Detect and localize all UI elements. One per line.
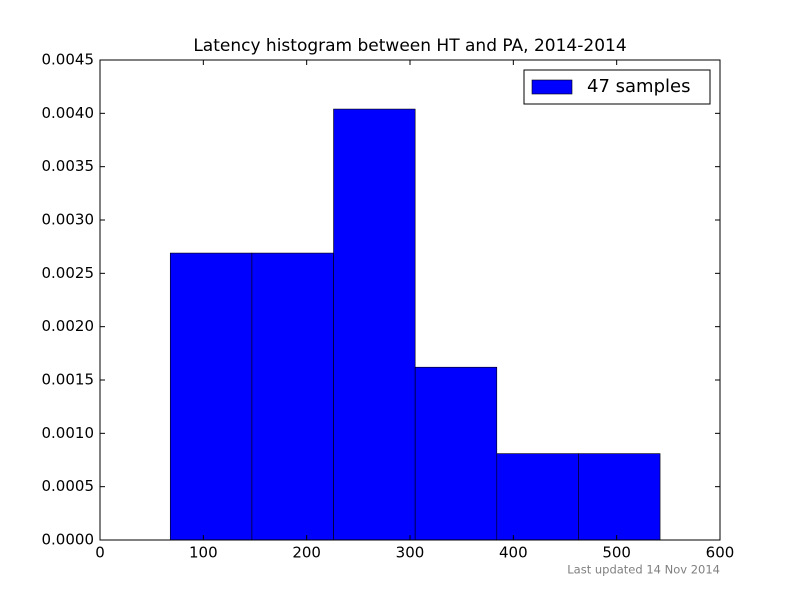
histogram-bar [251, 252, 334, 541]
x-tick-label: 0 [95, 544, 105, 562]
histogram-bar [333, 108, 416, 541]
chart-title: Latency histogram between HT and PA, 201… [193, 36, 626, 56]
legend-label: 47 samples [587, 76, 690, 97]
footer-note: Last updated 14 Nov 2014 [567, 563, 720, 577]
y-tick-label: 0.0040 [42, 104, 95, 122]
x-tick-label: 500 [602, 544, 631, 562]
y-tick-label: 0.0045 [42, 51, 95, 69]
y-tick-label: 0.0020 [42, 317, 95, 335]
histogram-bar [578, 453, 661, 541]
x-tick-label: 300 [396, 544, 425, 562]
histogram-bar [414, 366, 498, 541]
y-tick-label: 0.0005 [42, 477, 95, 495]
y-tick-label: 0.0010 [42, 424, 95, 442]
legend-box [523, 69, 711, 105]
x-tick-label: 400 [499, 544, 528, 562]
y-tick-label: 0.0015 [42, 371, 95, 389]
legend-swatch [531, 79, 573, 95]
histogram-bar [169, 252, 253, 541]
y-tick-label: 0.0000 [42, 531, 95, 549]
y-tick-label: 0.0025 [42, 264, 95, 282]
x-tick-label: 600 [706, 544, 735, 562]
y-tick-label: 0.0035 [42, 157, 95, 175]
x-tick-label: 200 [292, 544, 321, 562]
histogram-bar [496, 453, 579, 541]
x-tick-label: 100 [189, 544, 218, 562]
y-tick-label: 0.0030 [42, 211, 95, 229]
